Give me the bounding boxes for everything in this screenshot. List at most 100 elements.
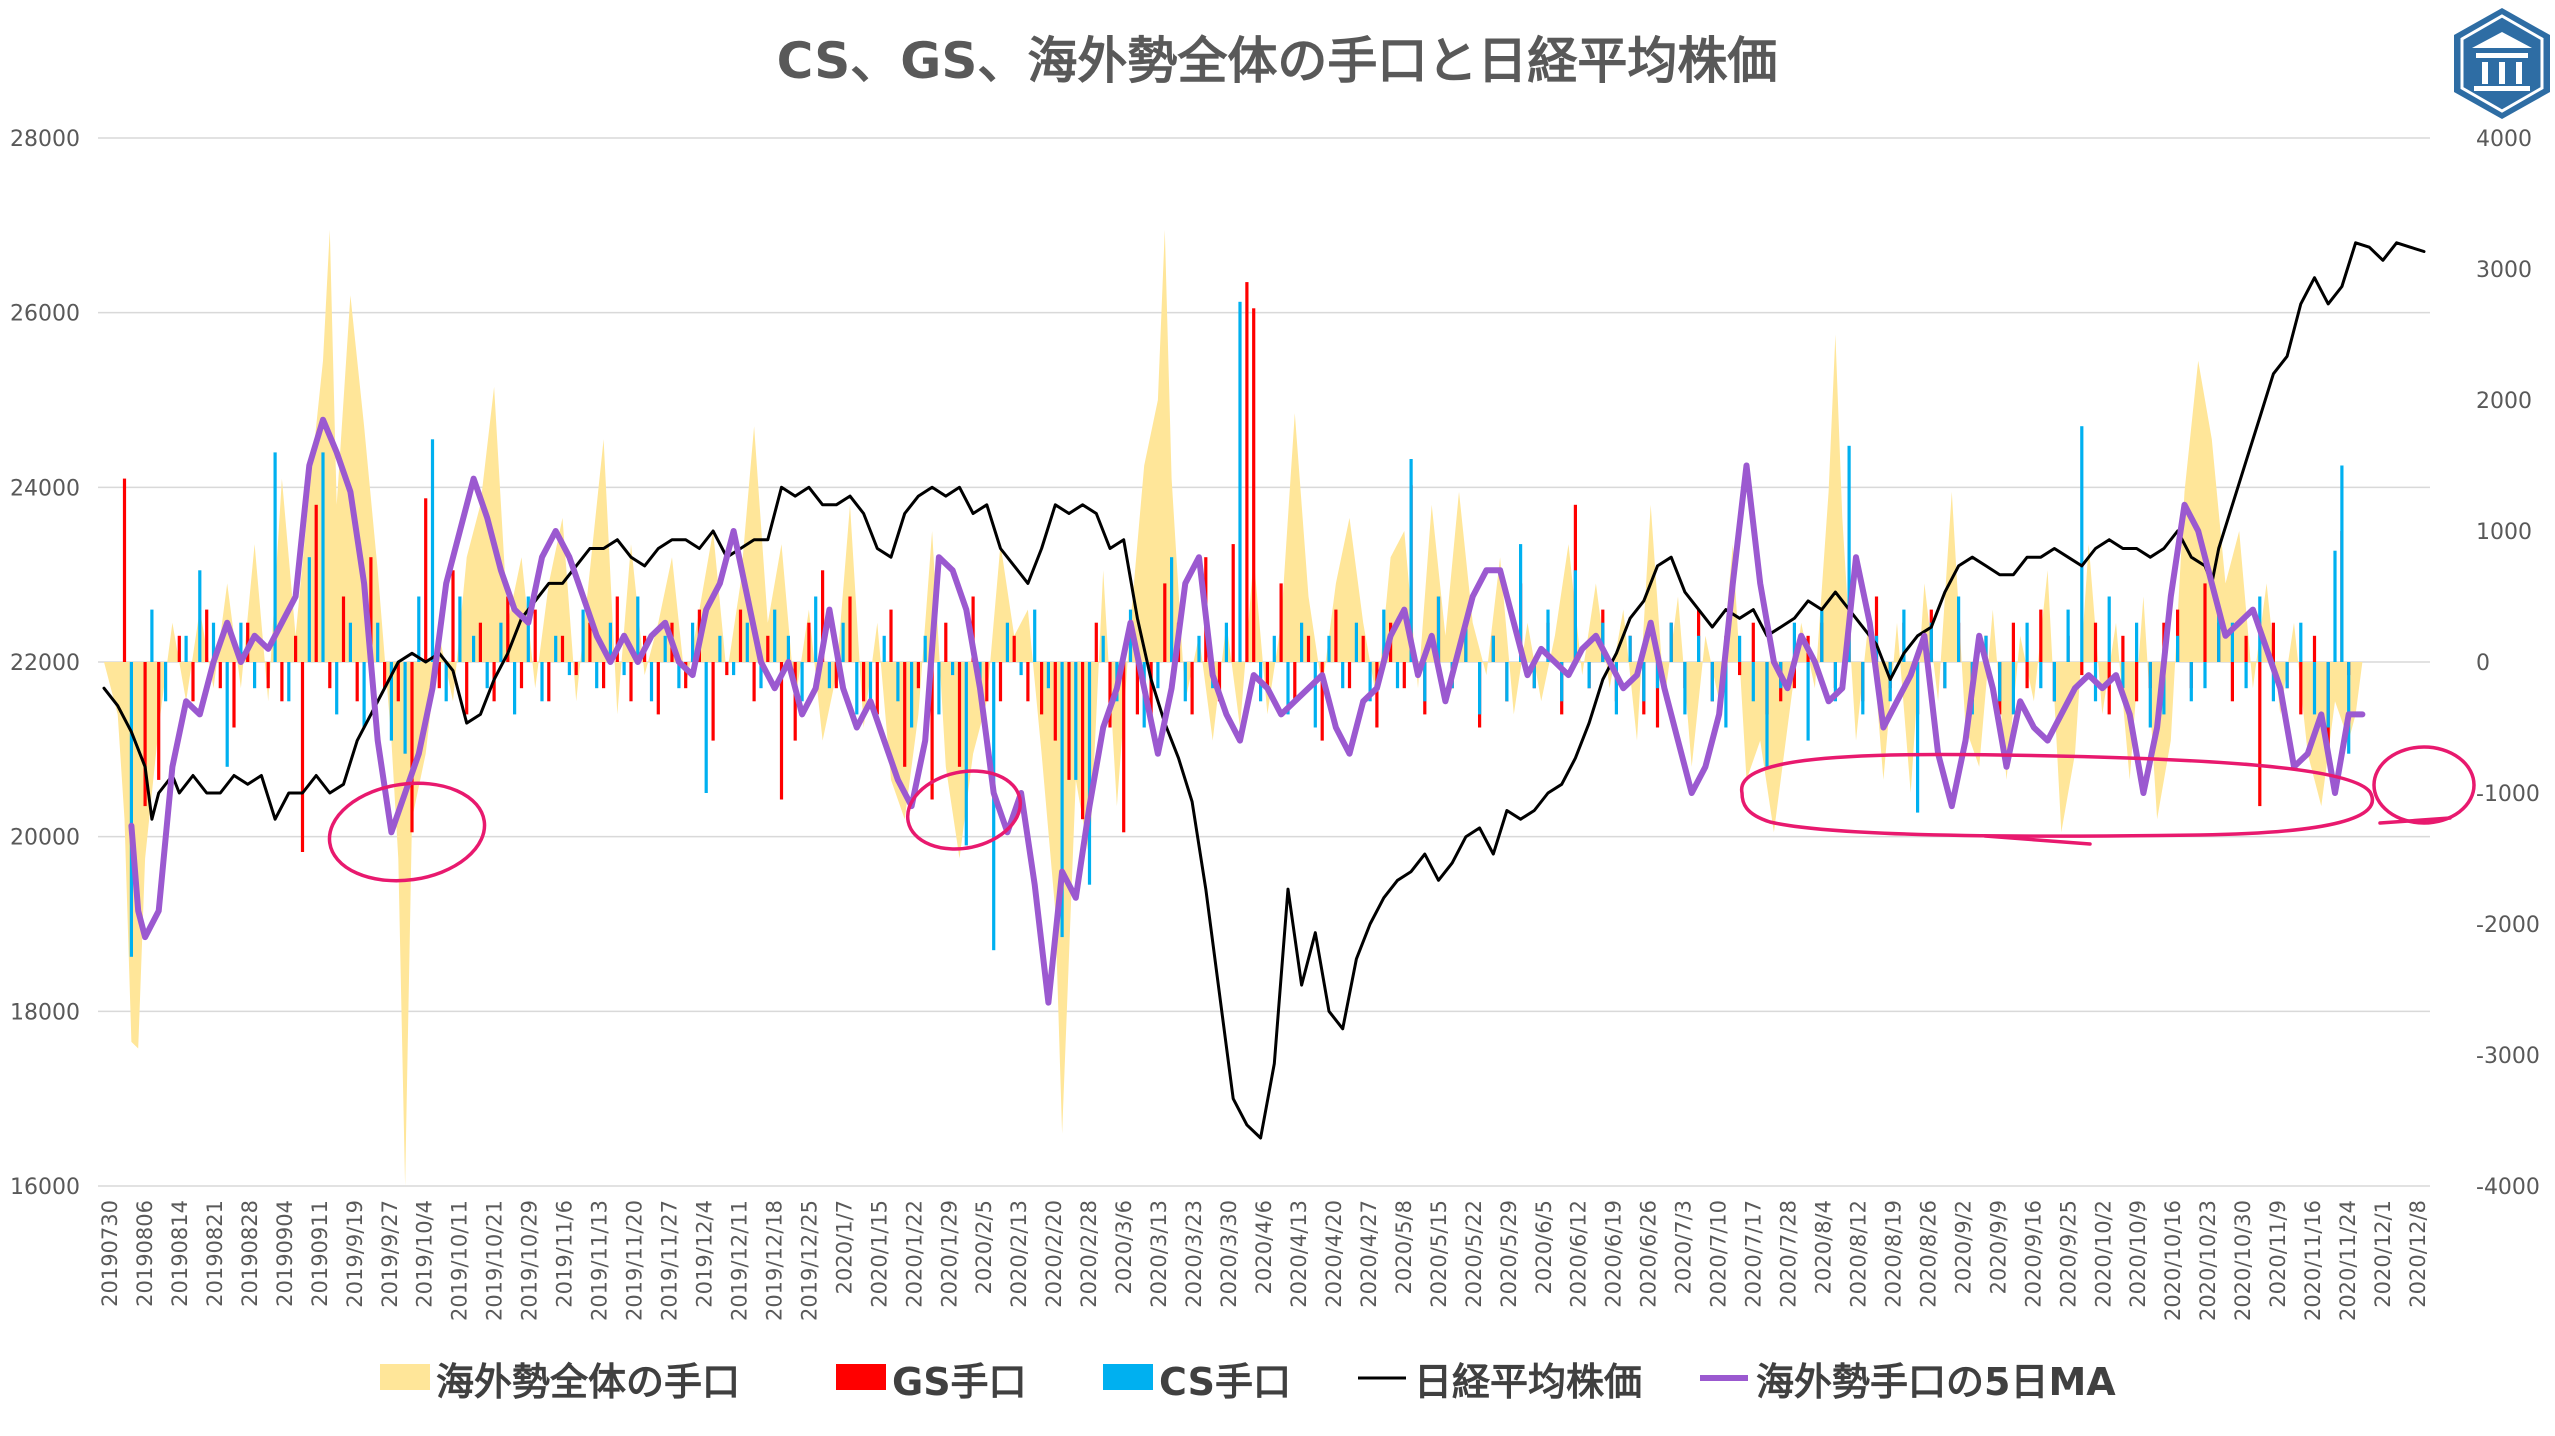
x-tick-label: 2020/8/19 [1882,1200,1906,1308]
x-tick-label: 20190821 [203,1200,227,1307]
right-tick-label: -3000 [2476,1044,2540,1069]
bar [2121,635,2125,662]
bar [1874,596,1879,662]
bar [1957,596,1961,662]
bar [424,498,428,663]
x-tick-label: 2020/5/8 [1392,1200,1416,1294]
bar [1067,662,1071,780]
bar [560,635,565,662]
bar [2299,662,2303,715]
x-tick-label: 2020/3/23 [1182,1200,1206,1308]
bar [1382,609,1386,662]
bar [1060,662,1064,938]
bar [814,596,818,662]
bar [882,635,886,662]
bar [533,609,537,662]
bar [2326,662,2330,728]
bar [225,662,229,767]
bar [1019,662,1023,676]
bar [800,662,804,702]
x-tick-label: 20190814 [168,1200,192,1307]
right-tick-label: -1000 [2476,782,2540,807]
x-tick-label: 2020/3/13 [1147,1200,1171,1308]
left-axis-ticks: 16000 18000 20000 22000 24000 26000 28000 [10,127,80,1200]
annotation-circle [1740,752,2375,838]
bar [1190,662,1194,715]
bar [184,635,188,662]
x-tick-label: 2020/5/29 [1497,1200,1521,1308]
x-tick-label: 2020/9/2 [1951,1200,1975,1294]
left-tick-label: 20000 [10,826,80,851]
chart-title: CS、GS、海外勢全体の手口と日経平均株価 [777,32,1778,90]
x-tick-label: 2019/11/27 [658,1200,682,1321]
x-tick-label: 2020/5/22 [1462,1200,1486,1308]
x-tick-label: 2019/10/4 [413,1200,437,1308]
bar [766,635,770,662]
bar [122,478,127,662]
series-line-ma5 [128,416,2366,1006]
bar [430,439,435,662]
bar [478,622,482,662]
x-tick-label: 20190730 [98,1200,122,1307]
bar [341,596,346,662]
bar [1874,635,1879,662]
x-tick-label: 2019/9/19 [343,1200,367,1308]
x-tick-label: 2020/10/2 [2091,1200,2115,1308]
bar [2052,662,2056,702]
x-tick-label: 2020/2/28 [1077,1200,1101,1308]
x-tick-label: 2020/4/27 [1357,1200,1381,1308]
x-tick-label: 2019/12/25 [797,1200,821,1321]
bar [649,662,654,702]
bar [574,662,578,676]
bar [1929,622,1933,662]
x-tick-label: 2020/1/7 [832,1200,856,1294]
bar [1902,609,1906,662]
bar [376,622,380,662]
bar [328,662,332,689]
legend-label: 海外勢全体の手口 [436,1360,740,1404]
bar [2176,635,2180,662]
bar [595,662,599,689]
x-tick-label: 2020/4/6 [1252,1200,1276,1294]
bar [1224,622,1228,662]
bar [547,662,551,702]
x-tick-label: 2020/6/12 [1567,1200,1591,1308]
bar [472,635,476,662]
bar [2217,609,2221,662]
bar [143,662,147,807]
bar [1573,570,1577,662]
bar [205,609,209,662]
x-tick-label: 2019/10/11 [448,1200,472,1321]
bar [2025,622,2029,662]
bar [821,570,825,662]
bar [725,662,729,676]
bar [868,662,873,702]
bar [1320,662,1324,741]
bar [1505,662,1509,702]
series-line-nikkei [102,241,2426,1140]
annotation-circles [327,745,2476,883]
x-tick-label: 2019/12/18 [762,1200,786,1321]
bar [1738,635,1742,662]
legend: 海外勢全体の手口 GS手口 CS手口 日経平均株価 海外勢手口の5日MA [380,1360,2116,1404]
x-tick-label: 2020/5/15 [1427,1200,1451,1308]
bar [362,662,366,728]
bar [807,622,811,662]
bar [1012,635,1016,662]
x-tick-label: 2019/11/13 [588,1200,612,1321]
x-tick-label: 2020/2/5 [972,1200,996,1294]
bar [177,635,181,662]
x-tick-label: 2020/8/4 [1812,1200,1836,1294]
bar [417,596,421,662]
bar [1792,662,1796,689]
bar [937,662,941,715]
bar [896,662,900,702]
bar [1252,308,1256,662]
right-tick-label: -4000 [2476,1175,2540,1200]
bar [437,662,441,689]
bar [287,662,291,702]
bar [246,622,250,662]
legend-label: GS手口 [892,1360,1027,1404]
bar [1272,635,1276,662]
bar [1306,635,1311,662]
